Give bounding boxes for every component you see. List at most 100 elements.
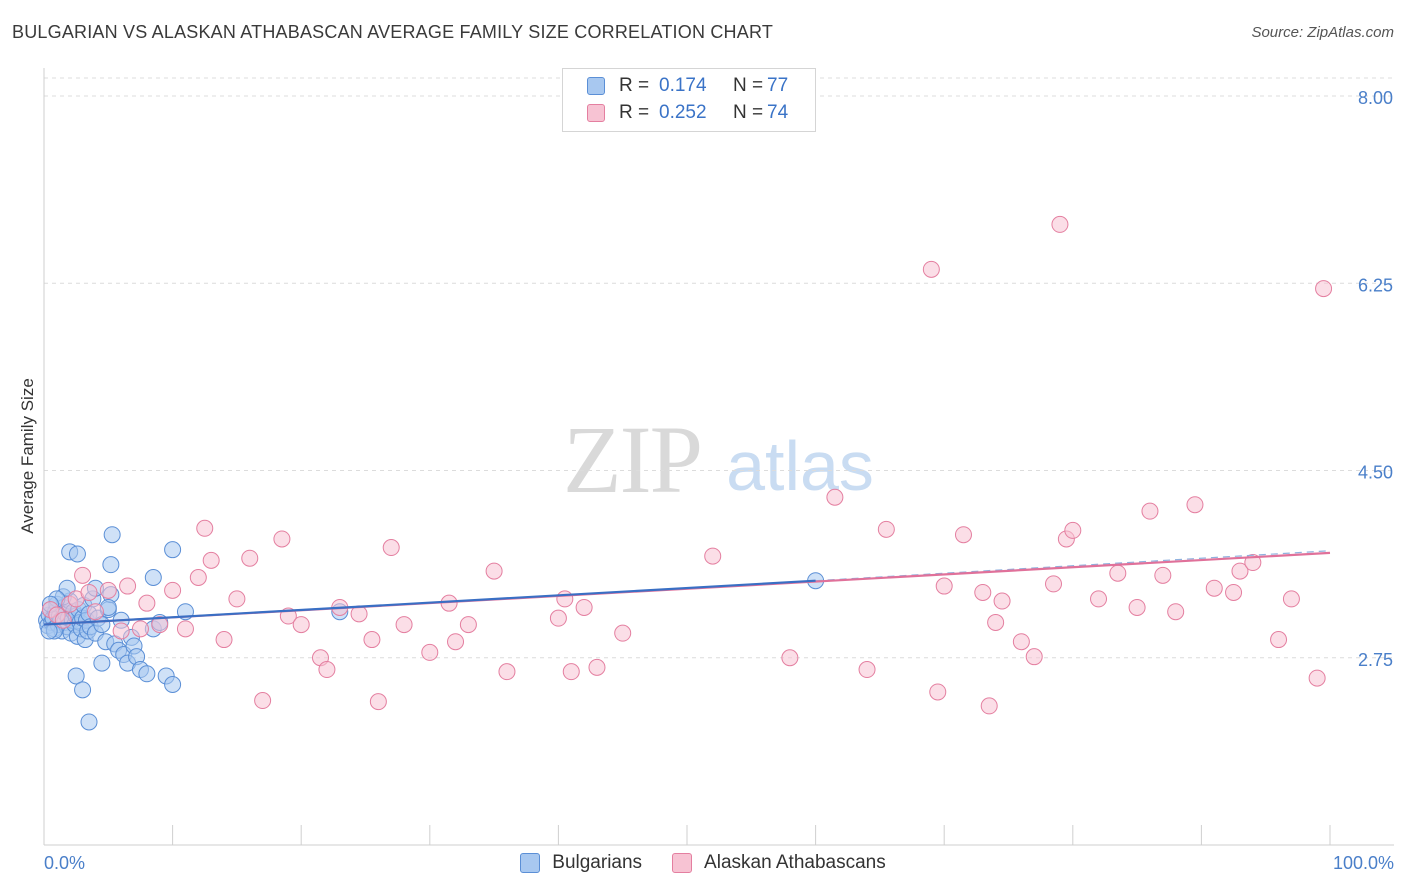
- point-alaskan-athabascans: [54, 611, 72, 629]
- point-alaskan-athabascans: [189, 569, 207, 586]
- point-alaskan-athabascans: [877, 520, 895, 538]
- x-axis-max-label: 100.0%: [1332, 853, 1394, 873]
- point-alaskan-athabascans: [395, 616, 413, 634]
- point-bulgarians: [103, 526, 121, 544]
- point-alaskan-athabascans: [215, 631, 233, 649]
- point-alaskan-athabascans: [1205, 579, 1223, 597]
- legend-row-alaskan-athabascans: R = 0.252 N = 74: [587, 101, 788, 125]
- point-alaskan-athabascans: [1045, 575, 1063, 593]
- point-alaskan-athabascans: [196, 519, 214, 537]
- point-alaskan-athabascans: [80, 583, 98, 601]
- point-alaskan-athabascans: [164, 581, 182, 599]
- point-alaskan-athabascans: [382, 539, 400, 557]
- point-bulgarians: [68, 545, 86, 563]
- point-alaskan-athabascans: [273, 530, 291, 548]
- point-alaskan-athabascans: [549, 609, 567, 627]
- point-alaskan-athabascans: [1090, 590, 1108, 608]
- point-alaskan-athabascans: [1244, 554, 1262, 572]
- y-tick-label: 6.25: [1358, 275, 1393, 295]
- point-alaskan-athabascans: [119, 577, 137, 595]
- source-credit: Source: ZipAtlas.com: [1251, 24, 1394, 41]
- point-alaskan-athabascans: [987, 613, 1005, 631]
- point-alaskan-athabascans: [974, 583, 992, 601]
- point-alaskan-athabascans: [228, 590, 246, 608]
- legend-label-alaskan-athabascans: Alaskan Athabascans: [704, 852, 886, 873]
- legend-row-bulgarians: R = 0.174 N = 77: [587, 74, 788, 98]
- point-alaskan-athabascans: [826, 488, 844, 506]
- point-alaskan-athabascans: [112, 622, 130, 640]
- point-alaskan-athabascans: [922, 260, 940, 278]
- point-alaskan-athabascans: [254, 692, 272, 710]
- point-alaskan-athabascans: [1109, 564, 1127, 582]
- point-alaskan-athabascans: [1308, 669, 1326, 687]
- point-alaskan-athabascans: [1012, 633, 1030, 651]
- legend-item-bulgarians: Bulgarians: [520, 852, 642, 874]
- y-tick-label: 2.75: [1358, 650, 1393, 670]
- legend-item-alaskan-athabascans: Alaskan Athabascans: [672, 852, 886, 874]
- point-bulgarians: [138, 665, 156, 683]
- point-alaskan-athabascans: [459, 616, 477, 634]
- point-alaskan-athabascans: [447, 633, 465, 651]
- point-alaskan-athabascans: [1167, 603, 1185, 621]
- point-alaskan-athabascans: [1051, 215, 1069, 233]
- point-bulgarians: [164, 541, 182, 559]
- point-alaskan-athabascans: [1128, 598, 1146, 616]
- point-bulgarians: [74, 681, 92, 699]
- legend-n-value: 77: [767, 75, 789, 96]
- point-alaskan-athabascans: [1225, 583, 1243, 601]
- point-alaskan-athabascans: [151, 616, 169, 634]
- point-alaskan-athabascans: [614, 624, 632, 642]
- trendline-bulgarians: [43, 579, 816, 626]
- point-alaskan-athabascans: [704, 547, 722, 565]
- point-alaskan-athabascans: [498, 663, 516, 681]
- point-alaskan-athabascans: [935, 577, 953, 595]
- point-alaskan-athabascans: [202, 551, 220, 569]
- point-alaskan-athabascans: [86, 603, 104, 621]
- series-legend: Bulgarians Alaskan Athabascans: [0, 852, 1406, 874]
- point-alaskan-athabascans: [858, 661, 876, 679]
- point-alaskan-athabascans: [292, 616, 310, 634]
- legend-n-label: N =: [733, 102, 764, 123]
- correlation-legend: R = 0.174 N = 77 R = 0.252 N = 74: [562, 68, 816, 132]
- point-alaskan-athabascans: [485, 562, 503, 580]
- legend-r-value: 0.174: [659, 75, 707, 96]
- point-bulgarians: [93, 654, 111, 672]
- point-alaskan-athabascans: [1270, 631, 1288, 649]
- point-alaskan-athabascans: [954, 526, 972, 544]
- legend-n-value: 74: [767, 102, 789, 123]
- point-alaskan-athabascans: [1231, 562, 1249, 580]
- point-bulgarians: [67, 667, 85, 685]
- point-bulgarians: [164, 676, 182, 693]
- point-alaskan-athabascans: [131, 620, 149, 638]
- point-alaskan-athabascans: [138, 594, 156, 612]
- point-bulgarians: [144, 569, 162, 586]
- x-axis-min-label: 0.0%: [44, 853, 86, 873]
- point-bulgarians: [40, 622, 58, 640]
- point-alaskan-athabascans: [1141, 502, 1159, 520]
- point-alaskan-athabascans: [1154, 566, 1172, 584]
- legend-swatch-pink: [587, 104, 605, 122]
- point-alaskan-athabascans: [993, 592, 1011, 610]
- watermark-zip: ZIP: [563, 406, 701, 513]
- point-alaskan-athabascans: [369, 693, 387, 711]
- legend-swatch-blue: [520, 853, 541, 873]
- chart-title: BULGARIAN VS ALASKAN ATHABASCAN AVERAGE …: [12, 22, 774, 42]
- point-alaskan-athabascans: [1282, 590, 1300, 608]
- legend-r-label: R =: [619, 75, 650, 96]
- point-bulgarians: [102, 556, 120, 574]
- legend-r-value: 0.252: [659, 102, 707, 123]
- legend-r-label: R =: [619, 102, 650, 123]
- point-alaskan-athabascans: [1025, 648, 1043, 666]
- point-alaskan-athabascans: [241, 549, 259, 567]
- y-tick-label: 4.50: [1358, 463, 1393, 483]
- legend-swatch-pink: [672, 853, 693, 873]
- point-alaskan-athabascans: [980, 697, 998, 715]
- point-alaskan-athabascans: [562, 663, 580, 681]
- legend-label-bulgarians: Bulgarians: [552, 852, 643, 873]
- point-alaskan-athabascans: [421, 643, 439, 661]
- point-alaskan-athabascans: [781, 649, 799, 667]
- point-alaskan-athabascans: [929, 683, 947, 701]
- point-alaskan-athabascans: [588, 658, 606, 676]
- point-alaskan-athabascans: [1315, 280, 1333, 298]
